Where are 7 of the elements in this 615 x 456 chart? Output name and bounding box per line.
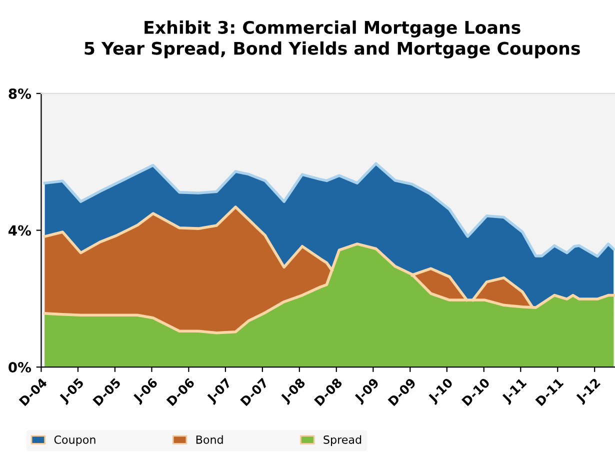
legend-label: Bond (196, 435, 223, 444)
y-tick-label: 8% (8, 88, 32, 99)
legend-label: Coupon (54, 435, 96, 446)
legend-label: Spread (324, 435, 362, 446)
y-tick-label: 0% (8, 362, 32, 373)
chart-title: Exhibit 3: Commercial Mortgage Loans 5 Year Spread, Bond Yields and Mortgage Coupons (84, 20, 580, 58)
y-tick-label: 4% (8, 225, 32, 236)
